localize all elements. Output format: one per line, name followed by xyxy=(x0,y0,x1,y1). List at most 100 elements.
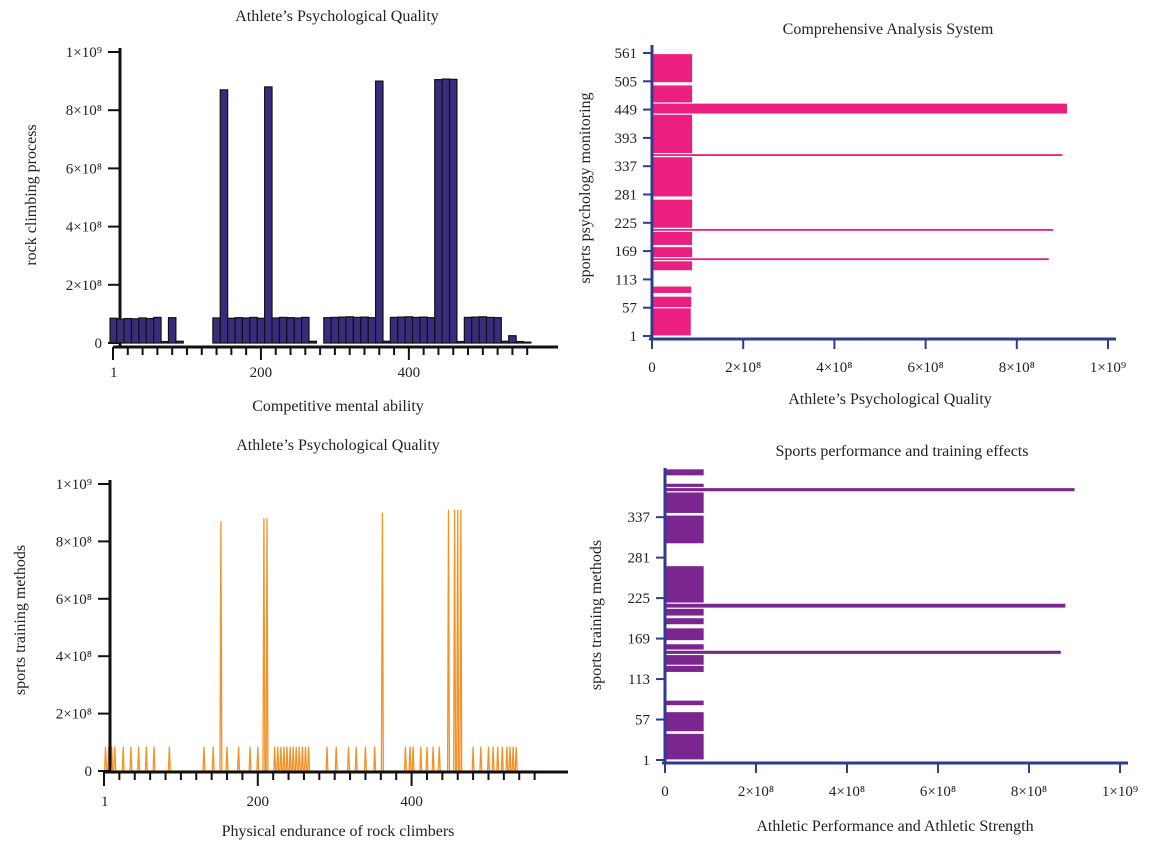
chart-1-bar xyxy=(219,89,229,344)
chart-4-y-tick-label: 225 xyxy=(628,591,651,607)
chart-3-y-tick-label: 6×10⁸ xyxy=(56,592,92,608)
chart-2-x-tick-label: 8×10⁸ xyxy=(999,360,1035,376)
chart-1-bar xyxy=(515,340,525,344)
chart-3-line-series xyxy=(103,509,535,772)
chart-4-y-tick-label: 281 xyxy=(628,551,651,567)
chart-1-bar xyxy=(352,316,362,344)
chart-4-bar xyxy=(665,618,704,625)
chart-1-bar xyxy=(293,317,303,344)
chart-1-bar xyxy=(493,317,502,344)
chart-1-bar xyxy=(301,316,310,344)
chart-2-bar xyxy=(652,296,692,308)
chart-2-bar xyxy=(652,103,1067,114)
chart-1-bar xyxy=(330,316,340,344)
chart-2-y-tick-label: 225 xyxy=(615,216,638,232)
chart-panel-4: Sports performance and training effects … xyxy=(588,443,1138,835)
chart-1-bar xyxy=(116,318,125,344)
chart-4-bar xyxy=(665,650,1061,654)
chart-3-x-tick-label: 200 xyxy=(247,794,270,810)
chart-1-bar xyxy=(153,316,162,344)
chart-4-title: Sports performance and training effects xyxy=(776,443,1029,460)
chart-2-y-tick-label: 505 xyxy=(615,74,638,90)
chart-2-bar xyxy=(652,247,693,258)
chart-1-bar xyxy=(138,317,147,344)
chart-4-y-tick-label: 113 xyxy=(628,672,650,688)
chart-2-bar xyxy=(652,258,1049,261)
chart-1-bar xyxy=(227,317,236,344)
chart-1-bar xyxy=(145,317,155,344)
chart-1-ylabel: rock climbing process xyxy=(23,124,40,265)
chart-4-x-tick-label: 2×10⁸ xyxy=(738,784,774,800)
chart-2-bar xyxy=(652,114,693,153)
chart-4-bar xyxy=(665,515,704,544)
chart-1-y-tick-label: 2×10⁸ xyxy=(66,278,102,294)
chart-1-bar xyxy=(456,340,465,344)
chart-2-bar xyxy=(652,54,693,83)
chart-1-bar xyxy=(389,316,399,344)
chart-2-ylabel: sports psychology monitoring xyxy=(577,92,594,283)
chart-3-ylabel: sports training methods xyxy=(12,545,29,695)
chart-4-bar xyxy=(665,733,704,760)
chart-4-y-tick-label: 1 xyxy=(643,753,651,769)
chart-1-bar xyxy=(500,340,510,344)
chart-2-bar xyxy=(652,261,693,271)
chart-2-title: Comprehensive Analysis System xyxy=(783,21,994,38)
chart-1-y-tick-label: 6×10⁸ xyxy=(66,161,102,177)
chart-4-bar xyxy=(665,712,704,732)
chart-4-bar xyxy=(665,603,1066,608)
chart-1-bar xyxy=(367,317,377,344)
chart-2-bar xyxy=(652,154,1063,156)
chart-1-bar xyxy=(419,316,428,344)
chart-1-bar xyxy=(278,316,288,344)
chart-1-bar xyxy=(360,316,369,344)
chart-1-bar xyxy=(471,316,480,344)
chart-4-x-tick-label: 4×10⁸ xyxy=(829,784,865,800)
chart-4-bar xyxy=(665,644,704,650)
chart-1-x-tick-label: 400 xyxy=(398,365,421,381)
chart-1-bar xyxy=(308,340,318,344)
chart-2-y-tick-label: 561 xyxy=(615,46,638,62)
chart-2-y-tick-label: 449 xyxy=(615,103,638,119)
chart-1-bar xyxy=(448,78,458,344)
chart-3-y-tick-label: 4×10⁸ xyxy=(56,649,92,665)
chart-4-bar xyxy=(665,469,704,476)
chart-3-y-tick-label: 1×10⁹ xyxy=(56,477,92,493)
chart-2-y-tick-label: 393 xyxy=(615,131,638,147)
chart-2-xlabel: Athlete’s Psychological Quality xyxy=(788,391,992,408)
chart-panel-1: Athlete’s Psychological Quality Competit… xyxy=(23,8,558,415)
chart-4-bar xyxy=(665,566,704,603)
chart-3-x-tick-label: 1 xyxy=(101,794,109,810)
chart-4-bar xyxy=(665,483,704,487)
chart-1-bar xyxy=(463,316,473,344)
chart-2-bar xyxy=(652,157,693,197)
chart-2-bar xyxy=(652,85,693,103)
chart-1-bar xyxy=(522,341,532,344)
chart-4-bar xyxy=(665,655,704,665)
chart-2-x-tick-label: 0 xyxy=(648,360,656,376)
chart-2-y-tick-label: 1 xyxy=(630,329,638,345)
chart-1-bar xyxy=(426,317,436,344)
chart-2-x-tick-label: 1×10⁹ xyxy=(1090,360,1126,376)
chart-1-bar xyxy=(212,317,221,344)
chart-1-bar xyxy=(345,316,354,344)
chart-1-bar xyxy=(234,317,244,344)
chart-2-y-tick-label: 57 xyxy=(622,301,638,317)
chart-panel-3: Athlete’s Psychological Quality Physical… xyxy=(12,437,568,840)
chart-1-bar xyxy=(167,317,177,344)
chart-3-y-tick-label: 2×10⁸ xyxy=(56,707,92,723)
chart-1-title: Athlete’s Psychological Quality xyxy=(235,8,439,25)
chart-1-y-tick-label: 0 xyxy=(95,336,103,352)
chart-2-x-tick-label: 2×10⁸ xyxy=(725,360,761,376)
chart-4-y-tick-label: 57 xyxy=(635,713,651,729)
chart-3-x-tick-label: 400 xyxy=(400,794,423,810)
chart-1-bar xyxy=(404,316,414,344)
chart-2-x-tick-label: 4×10⁸ xyxy=(816,360,852,376)
chart-4-x-tick-label: 8×10⁸ xyxy=(1011,784,1047,800)
chart-2-y-tick-label: 337 xyxy=(615,159,638,175)
chart-4-plot-area: 1 57 113 169 225 281 337 0 2×10⁸ 4×10⁸ 6×10⁸ 8×10⁸ 1… xyxy=(628,468,1138,800)
chart-4-y-tick-label: 169 xyxy=(628,632,651,648)
chart-2-y-tick-label: 113 xyxy=(615,272,637,288)
chart-4-bar xyxy=(665,608,704,616)
chart-1-x-tick-label: 200 xyxy=(250,365,273,381)
